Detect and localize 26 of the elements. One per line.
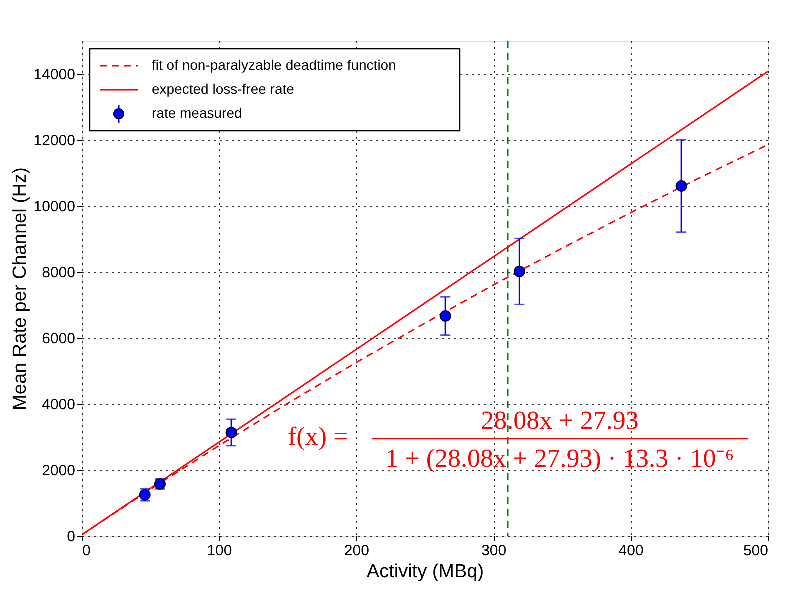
legend-label: expected loss-free rate xyxy=(152,81,295,97)
x-tick-label: 300 xyxy=(482,542,507,560)
annotation: 28.08x + 27.93 xyxy=(481,406,639,435)
x-axis-title: Activity (MBq) xyxy=(366,562,484,582)
point xyxy=(226,426,238,438)
x-tick-label: 0 xyxy=(82,542,91,560)
point xyxy=(676,180,688,192)
y-tick-label: 6000 xyxy=(42,330,76,348)
annotation: f(x) = xyxy=(288,422,348,451)
annotation: 1 + (28.08x + 27.93) · 13.3 · 10⁻⁶ xyxy=(386,444,734,473)
legend-label: rate measured xyxy=(152,105,242,121)
y-tick-label: 2000 xyxy=(42,462,76,480)
y-tick-label: 10000 xyxy=(34,198,76,216)
y-tick-label: 12000 xyxy=(34,132,76,150)
y-tick-label: 14000 xyxy=(34,66,76,84)
y-axis-title: Mean Rate per Channel (Hz) xyxy=(10,168,31,410)
y-tick-label: 0 xyxy=(67,528,76,546)
legend-label: fit of non-paralyzable deadtime function xyxy=(152,57,396,73)
x-tick-label: 100 xyxy=(207,542,232,560)
x-tick-label: 200 xyxy=(344,542,370,560)
y-tick-label: 4000 xyxy=(42,396,76,414)
x-tick-label: 500 xyxy=(743,542,768,560)
y-tick-label: 8000 xyxy=(42,264,76,282)
x-tick-label: 400 xyxy=(618,542,644,560)
point xyxy=(440,310,452,322)
point xyxy=(514,266,526,278)
